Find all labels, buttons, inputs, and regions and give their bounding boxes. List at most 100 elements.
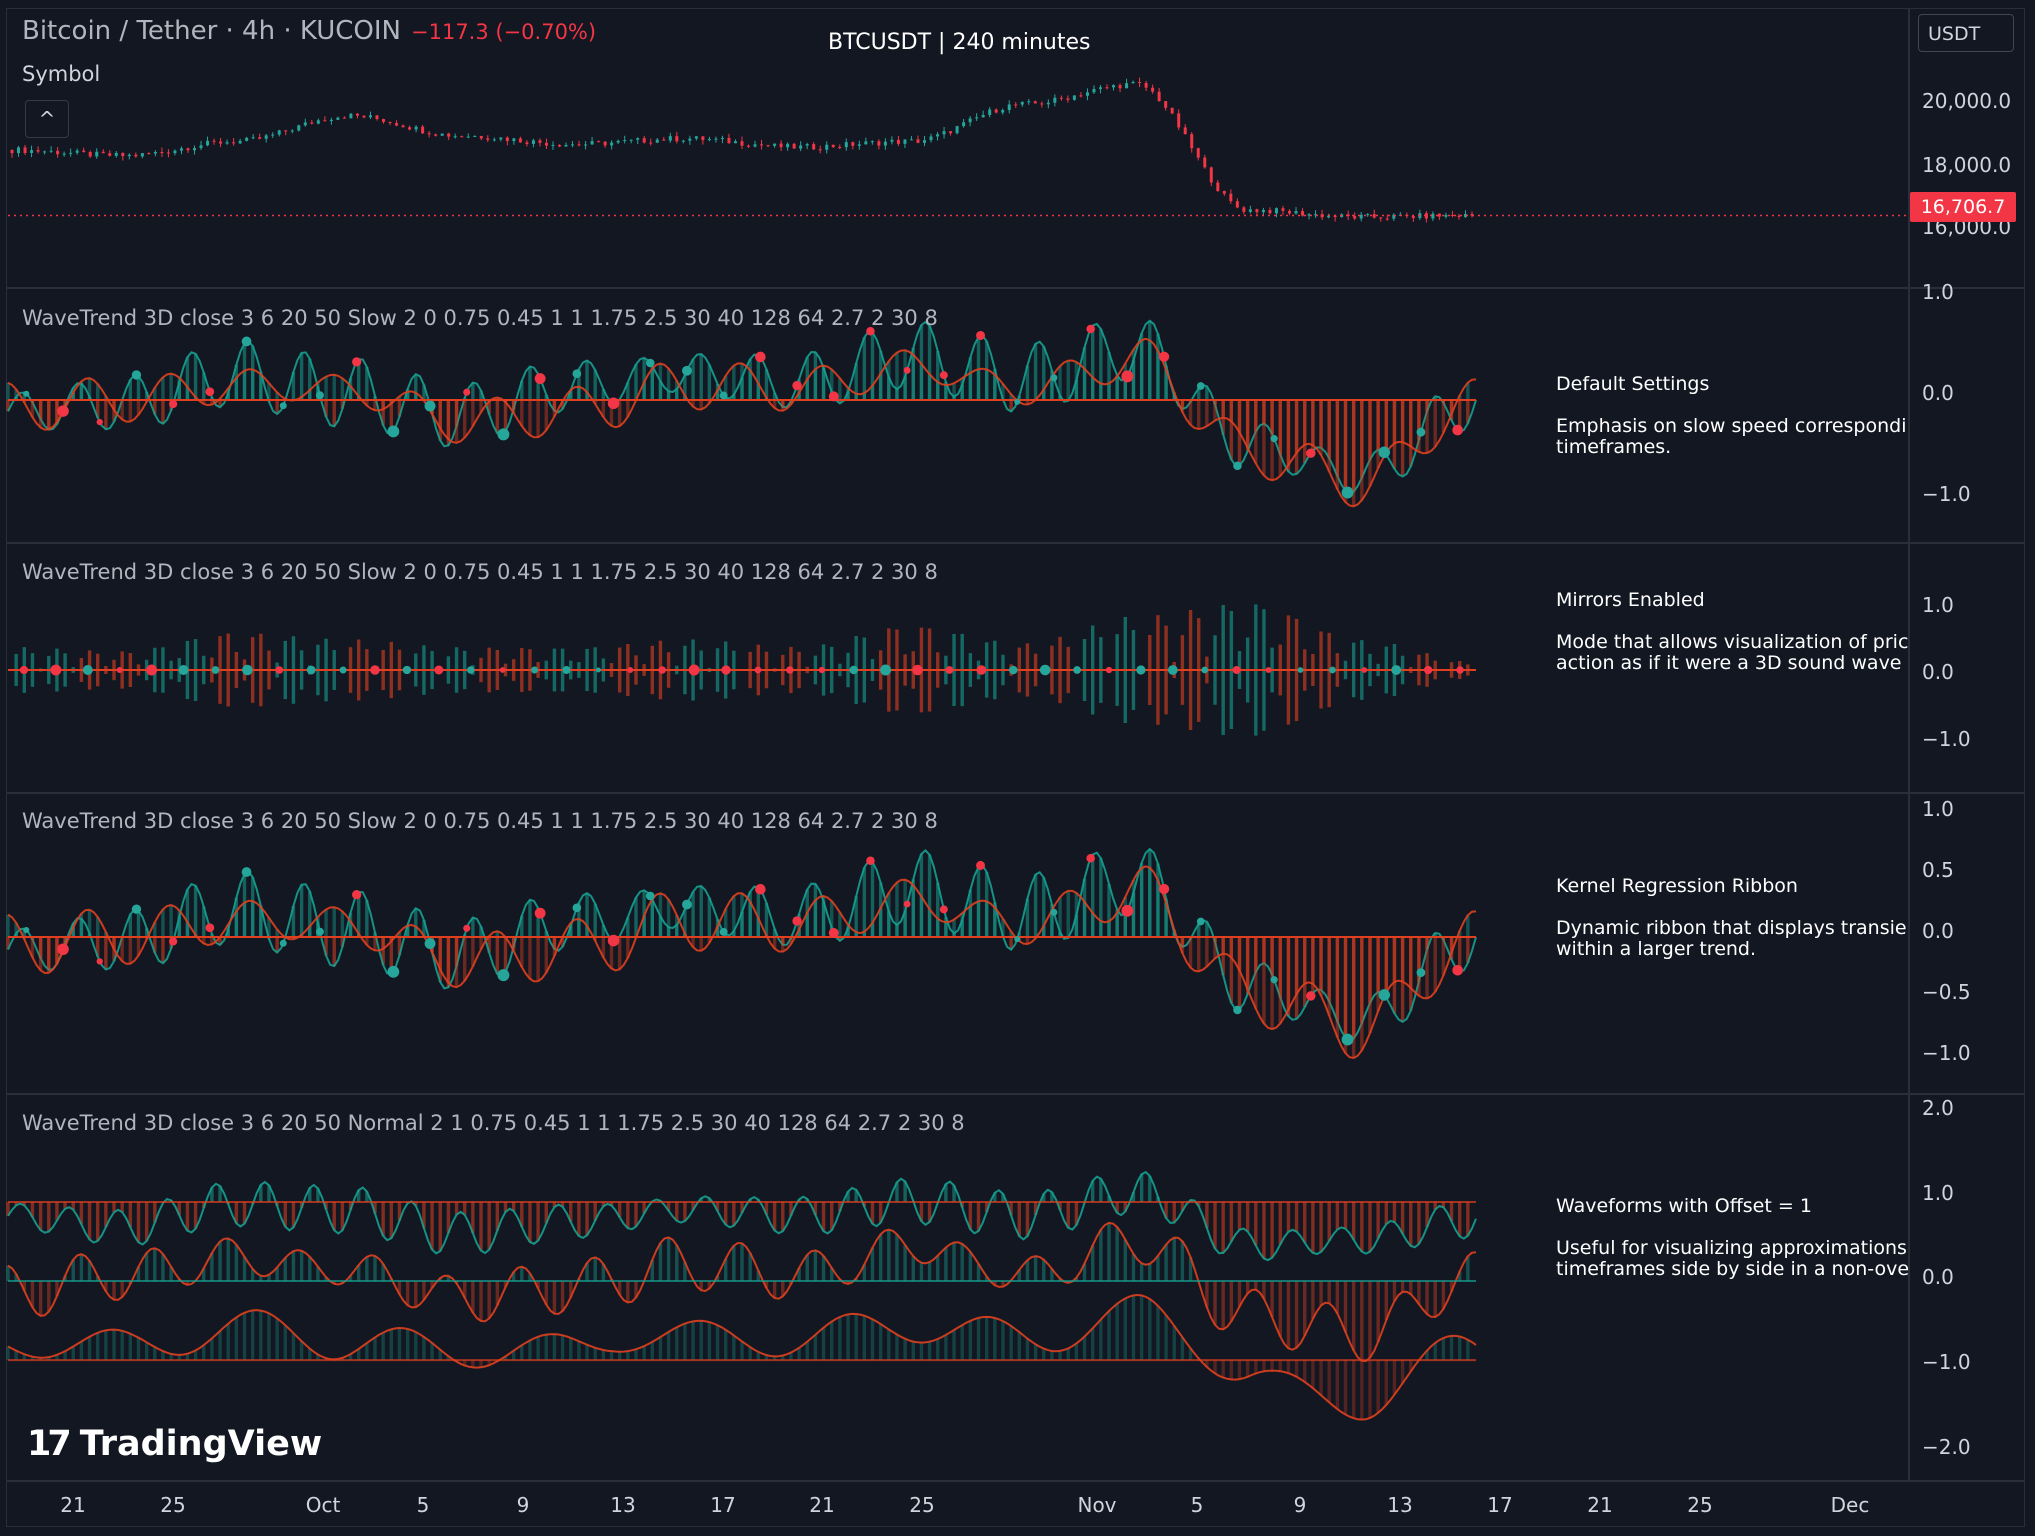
candle-body bbox=[649, 142, 653, 144]
indicator-title[interactable]: WaveTrend 3D close 3 6 20 50 Slow 2 0 0.… bbox=[22, 306, 938, 330]
annotation-offset: Waveforms with Offset = 1 Useful for visu… bbox=[1556, 1196, 1908, 1280]
signal-dot bbox=[1196, 382, 1205, 390]
candle-body bbox=[753, 144, 757, 147]
pane-separator[interactable] bbox=[6, 1093, 2025, 1095]
candle-body bbox=[531, 140, 535, 144]
signal-dot bbox=[242, 664, 253, 676]
signal-dot bbox=[169, 937, 178, 946]
candle-body bbox=[206, 140, 210, 146]
tradingview-logo[interactable]: 17 TradingView bbox=[27, 1424, 322, 1464]
wave-line bbox=[7, 319, 1477, 495]
signal-dot bbox=[939, 905, 948, 914]
indicator-axis-label: 0.0 bbox=[1922, 660, 1954, 684]
candle-body bbox=[427, 133, 431, 135]
signal-dot bbox=[279, 939, 287, 947]
candle-body bbox=[95, 151, 99, 157]
candle-body bbox=[525, 142, 529, 144]
pane-separator[interactable] bbox=[6, 542, 2025, 544]
candle-body bbox=[675, 136, 679, 142]
candle-body bbox=[82, 150, 86, 152]
candle-body bbox=[1333, 215, 1337, 218]
wave-line bbox=[7, 337, 1477, 508]
annotation-mirrors: Mirrors Enabled Mode that allows visualiz… bbox=[1556, 590, 1908, 674]
candle-body bbox=[681, 140, 685, 142]
signal-dot bbox=[1306, 991, 1316, 1001]
candle-body bbox=[401, 125, 405, 128]
signal-dot bbox=[607, 934, 620, 947]
pane-separator[interactable] bbox=[6, 287, 2025, 289]
time-axis-label: 25 bbox=[909, 1493, 935, 1517]
candle-body bbox=[929, 136, 933, 141]
signal-dot bbox=[719, 391, 728, 400]
candle-body bbox=[518, 138, 522, 143]
signal-dot bbox=[595, 667, 601, 673]
candle-body bbox=[747, 145, 751, 147]
candle-body bbox=[1190, 134, 1194, 149]
candle-body bbox=[1294, 211, 1298, 214]
candle-body bbox=[551, 144, 555, 146]
signal-dot bbox=[1136, 665, 1146, 675]
time-axis-separator bbox=[6, 1480, 2025, 1482]
signal-dot bbox=[370, 665, 380, 675]
candle-body bbox=[727, 137, 731, 144]
candle-body bbox=[779, 143, 783, 148]
candle-body bbox=[1314, 214, 1318, 216]
candle-body bbox=[564, 144, 568, 147]
symbol-label: Symbol bbox=[22, 62, 101, 86]
pane-separator[interactable] bbox=[6, 792, 2025, 794]
symbol-name[interactable]: Bitcoin / Tether · 4h · KUCOIN bbox=[22, 16, 401, 46]
candle-body bbox=[160, 152, 164, 154]
signal-dot bbox=[387, 425, 400, 438]
time-axis-label: 5 bbox=[416, 1493, 430, 1517]
candle-body bbox=[714, 138, 718, 140]
indicator-title[interactable]: WaveTrend 3D close 3 6 20 50 Slow 2 0 0.… bbox=[22, 560, 938, 584]
candle-body bbox=[1092, 88, 1096, 93]
candle-body bbox=[1457, 215, 1461, 217]
candle-body bbox=[766, 145, 770, 147]
signal-dot bbox=[1232, 665, 1241, 675]
candle-body bbox=[316, 120, 320, 124]
indicator-axis-label: −0.5 bbox=[1922, 980, 1971, 1004]
signal-dot bbox=[754, 666, 762, 674]
signal-dot bbox=[275, 666, 284, 674]
candle-body bbox=[1157, 91, 1161, 102]
signal-dot bbox=[116, 666, 123, 674]
tradingview-logo-icon: 17 bbox=[27, 1424, 72, 1464]
indicator-axis-label: 0.0 bbox=[1922, 1265, 1954, 1289]
time-axis-label: 5 bbox=[1190, 1493, 1204, 1517]
indicator-axis-label: 1.0 bbox=[1922, 280, 1954, 304]
candle-body bbox=[290, 130, 294, 132]
time-axis-label: 9 bbox=[516, 1493, 530, 1517]
candle-body bbox=[668, 136, 672, 141]
candle-body bbox=[544, 142, 548, 146]
signal-dot bbox=[315, 391, 324, 400]
last-price-tag: 16,706.7 bbox=[1910, 192, 2016, 222]
signal-dot bbox=[866, 327, 875, 336]
candle-body bbox=[421, 126, 425, 134]
candle-body bbox=[1059, 97, 1063, 99]
signal-dot bbox=[131, 904, 142, 914]
candle-body bbox=[916, 139, 920, 143]
signal-dot bbox=[1233, 1005, 1242, 1015]
candle-body bbox=[662, 139, 666, 141]
candle-body bbox=[1392, 214, 1396, 219]
candle-body bbox=[460, 136, 464, 138]
candle-body bbox=[264, 135, 268, 139]
signal-dot bbox=[23, 390, 30, 397]
candle-body bbox=[1079, 95, 1083, 97]
symbol-header[interactable]: Bitcoin / Tether · 4h · KUCOIN −117.3 (−0… bbox=[22, 16, 596, 46]
signal-dot bbox=[402, 665, 412, 675]
candle-body bbox=[1327, 215, 1331, 218]
candle-body bbox=[584, 144, 588, 146]
indicator-title[interactable]: WaveTrend 3D close 3 6 20 50 Normal 2 1 … bbox=[22, 1111, 965, 1135]
indicator-title[interactable]: WaveTrend 3D close 3 6 20 50 Slow 2 0 0.… bbox=[22, 809, 938, 833]
signal-dot bbox=[534, 373, 546, 385]
candle-body bbox=[186, 148, 190, 151]
candle-body bbox=[303, 122, 307, 126]
currency-selector[interactable]: USDT bbox=[1918, 14, 2014, 52]
signal-dot bbox=[497, 428, 510, 441]
candle-body bbox=[883, 141, 887, 146]
collapse-button[interactable]: ^ bbox=[25, 100, 69, 138]
signal-dot bbox=[866, 856, 875, 866]
